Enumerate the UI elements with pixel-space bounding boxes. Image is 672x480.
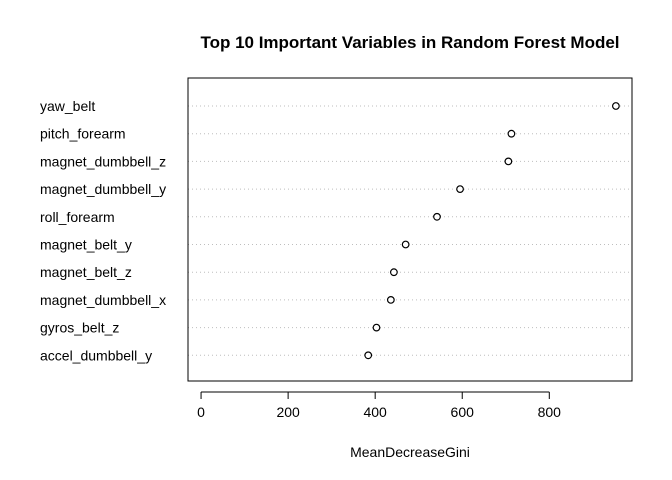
category-label: magnet_dumbbell_z [40,153,166,169]
data-point [433,212,441,221]
plot-frame [187,77,633,382]
x-tick-label: 0 [197,404,205,420]
data-point [364,351,373,360]
data-point [504,157,513,166]
data-point [386,296,395,304]
data-points [364,102,620,360]
category-label: gyros_belt_z [40,320,119,336]
x-axis-label: MeanDecreaseGini [350,444,470,460]
x-tick-label: 600 [451,404,475,420]
x-tick-label: 800 [538,404,562,420]
category-label: magnet_belt_z [40,264,132,280]
data-point [401,240,410,249]
data-point [507,129,516,138]
x-tick-label: 400 [363,404,387,420]
data-point [611,102,620,110]
data-point [389,268,398,277]
category-label: pitch_forearm [40,126,126,142]
x-axis: 0 200 400 600 800 [197,391,562,420]
category-label: roll_forearm [40,209,115,225]
x-tick-label: 200 [276,404,300,420]
data-point [456,185,464,194]
category-labels: yaw_belt pitch_forearm magnet_dumbbell_zma… [40,98,166,363]
category-label: magnet_dumbbell_x [40,292,166,308]
chart-title: Top 10 Important Variables in Random For… [200,33,619,52]
category-label: magnet_dumbbell_y [40,181,166,197]
data-point [372,323,381,332]
category-label: magnet_belt_y [40,237,132,253]
category-label: accel_dumbbell_y [40,347,152,363]
grid-lines [188,105,632,356]
category-label: yaw_belt [40,98,95,114]
